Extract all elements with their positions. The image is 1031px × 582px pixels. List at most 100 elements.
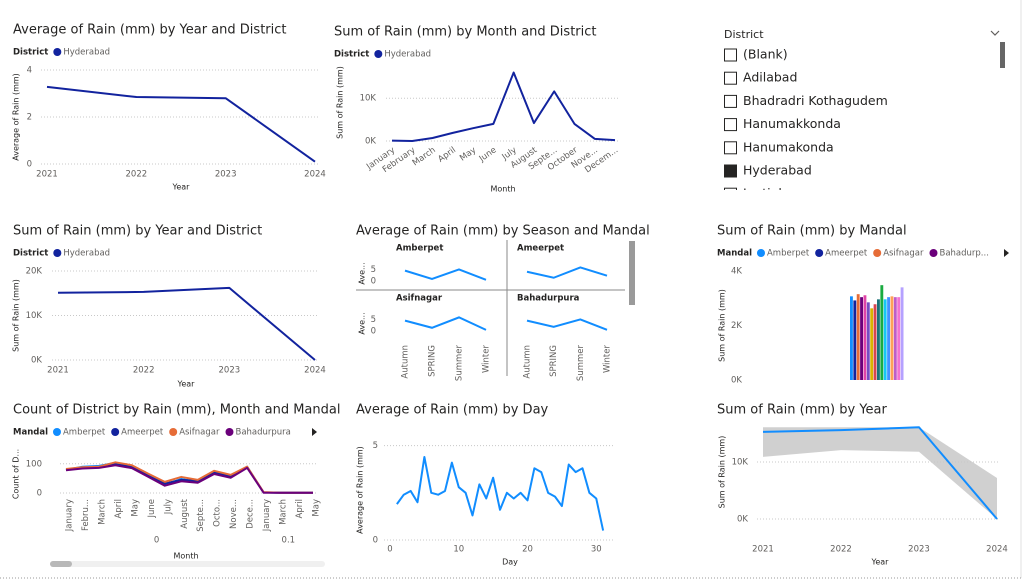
slicer-checkbox[interactable] (724, 48, 737, 62)
legend-swatch (53, 48, 62, 56)
slicer-item[interactable]: Hanumakkonda (743, 116, 841, 131)
legend-label: Amberpet (63, 428, 106, 438)
x-tick-label: 0 (387, 545, 392, 555)
x-tick-label: Febru... (81, 499, 91, 531)
x-scrollbar-thumb[interactable] (50, 561, 72, 567)
y-tick-label: 0 (371, 277, 376, 287)
facet-scrollbar[interactable] (629, 241, 635, 305)
y-axis-title: Average of Rain (mm) (356, 446, 365, 534)
legend-title: District (334, 50, 369, 60)
x-axis-title: Day (502, 558, 518, 567)
x-axis-title: Year (172, 183, 191, 192)
y-tick-label: 20K (26, 267, 43, 277)
x-tick-label: 2024 (304, 366, 326, 376)
x-tick-label: April (295, 499, 305, 518)
y-tick-label: 0 (27, 160, 32, 170)
legend-swatch (756, 249, 765, 257)
facet-title: Ameerpet (517, 244, 564, 254)
x-tick-label: Autumn (401, 345, 411, 379)
legend-next[interactable] (312, 428, 317, 436)
y-tick-label: 0K (731, 376, 742, 386)
x-axis-title: Month (173, 552, 198, 561)
x-tick-label: April (114, 499, 124, 518)
slicer-item[interactable]: Bhadradri Kothagudem (743, 93, 888, 108)
legend-label: Asifnagar (883, 249, 924, 259)
series-line (65, 464, 313, 494)
x-tick-label: Septe... (196, 499, 206, 532)
x-tick-label: 2021 (36, 170, 58, 180)
legend-next[interactable] (1004, 249, 1009, 257)
y-tick-label: 0K (31, 356, 42, 366)
y-tick-label: 10K (26, 311, 43, 321)
legend-swatch (815, 249, 824, 257)
slicer-item[interactable]: Jagtial (742, 186, 782, 201)
x-tick-label: July (163, 499, 173, 515)
y-axis-title: Sum of Rain (mm) (12, 279, 21, 352)
chart-title: Average of Rain (mm) by Day (356, 403, 549, 418)
slicer-checkbox[interactable] (724, 118, 737, 132)
chart-title: Average of Rain (mm) by Season and Manda… (356, 224, 650, 239)
x-scrollbar[interactable] (50, 561, 325, 567)
y-tick-label: 2K (731, 321, 742, 331)
slicer-item[interactable]: Adilabad (743, 70, 797, 85)
legend-title: Mandal (717, 249, 752, 259)
x-tick-label: 20 (522, 545, 533, 555)
y-axis-title: Sum of Rain (mm) (336, 66, 345, 139)
chart-title: Sum of Rain (mm) by Mandal (717, 224, 907, 239)
x-tick-label: 2021 (752, 545, 774, 555)
slicer-checkbox[interactable] (724, 164, 737, 178)
x-tick-label: March (279, 499, 289, 525)
y-tick-label: 0 (37, 489, 42, 499)
legend-swatch (374, 50, 383, 58)
bar (870, 308, 874, 380)
slicer-item[interactable]: Hyderabad (743, 163, 812, 178)
legend-label: Bahadurp... (939, 249, 988, 259)
slicer-checkbox[interactable] (724, 187, 737, 200)
x-tick-label: 2021 (47, 366, 69, 376)
legend-title: District (13, 249, 48, 259)
x-tick-label: Autumn (523, 345, 533, 379)
y-tick-label: 4 (27, 66, 32, 76)
facet-title: Bahadurpura (517, 294, 580, 304)
x-axis-title: Year (177, 380, 196, 389)
legend-title: District (13, 48, 48, 58)
x-tick-label: Winter (482, 345, 492, 374)
y-axis-title: Average of Rain (mm) (12, 73, 21, 161)
y-tick-label: 5 (373, 441, 378, 451)
facet-title: Amberpet (396, 244, 443, 254)
series-line (46, 85, 316, 163)
chart-title: Sum of Rain (mm) by Year and District (13, 224, 262, 239)
slicer-checkbox[interactable] (724, 94, 737, 108)
x-tick-label: 2022 (126, 170, 148, 180)
legend-swatch (53, 249, 62, 257)
slicer-item[interactable]: Hanumakonda (743, 139, 834, 154)
chart-title: Average of Rain (mm) by Year and Distric… (13, 23, 287, 38)
x-tick-label: August (180, 498, 190, 528)
slicer-chevron[interactable] (990, 30, 1000, 36)
legend-swatch (225, 428, 234, 436)
bar (887, 297, 890, 380)
x-tick-label: Nove... (229, 499, 239, 529)
bar (850, 296, 853, 380)
x-tick-label: June (147, 499, 157, 519)
x-tick-label: May (312, 499, 322, 517)
slicer-checkbox[interactable] (724, 141, 737, 155)
facet-title: Asifnagar (396, 294, 443, 304)
x-tick-label: March (97, 499, 107, 525)
y-axis-title: Ave... (358, 312, 367, 334)
y-tick-label: 0 (373, 536, 378, 546)
y-tick-label: 5 (371, 265, 376, 275)
legend-swatch (52, 428, 61, 436)
chart-title: Sum of Rain (mm) by Year (717, 403, 888, 418)
bar (897, 297, 901, 380)
legend-swatch (111, 428, 120, 436)
slicer-checkbox[interactable] (724, 71, 737, 85)
legend-title: Mandal (13, 428, 48, 438)
x-tick-label: Summer (455, 345, 465, 382)
slicer-scrollbar[interactable] (1000, 42, 1005, 68)
x-group-label: 0.1 (282, 536, 296, 546)
x-tick-label: 2022 (830, 545, 852, 555)
x-tick-label: 2023 (215, 170, 237, 180)
slicer-item[interactable]: (Blank) (743, 47, 788, 62)
